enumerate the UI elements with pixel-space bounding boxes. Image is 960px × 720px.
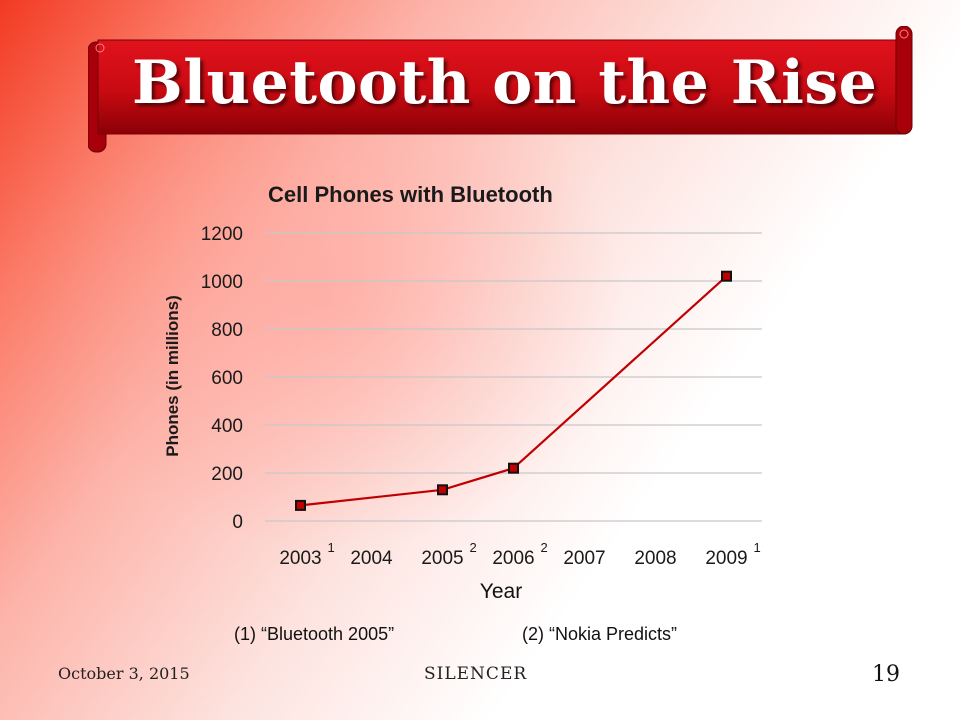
chart-gridlines — [265, 232, 762, 522]
title-banner — [88, 26, 914, 154]
x-tick-label: 2008 — [634, 548, 676, 569]
y-axis-ticks: 0 200 400 600 800 1000 1200 — [201, 224, 243, 533]
y-tick-label: 600 — [211, 368, 243, 389]
x-tick-label: 2009 — [705, 548, 747, 569]
data-point — [721, 270, 732, 282]
y-tick-label: 1200 — [201, 224, 243, 245]
data-point — [508, 462, 519, 474]
scroll-banner-shape — [88, 26, 913, 153]
x-tick-label: 2007 — [563, 548, 605, 569]
y-tick-label: 1000 — [201, 272, 243, 293]
x-axis-ticks: 2003 1 2004 2005 2 2006 2 2007 2008 2009 1 — [279, 540, 760, 569]
x-tick-footnote-marker: 2 — [541, 540, 548, 555]
footnote-1: (1) “Bluetooth 2005” — [234, 624, 395, 644]
chart-series — [295, 270, 732, 511]
slide-title: Bluetooth on the Rise — [132, 48, 878, 118]
y-tick-label: 0 — [232, 512, 243, 533]
y-tick-label: 400 — [211, 416, 243, 437]
x-tick-label: 2004 — [350, 548, 393, 569]
footer-date: October 3, 2015 — [58, 664, 190, 683]
data-point — [295, 499, 306, 511]
footnote-2: (2) “Nokia Predicts” — [522, 624, 678, 644]
x-tick-label: 2005 — [421, 548, 463, 569]
page-number: 19 — [872, 662, 900, 687]
chart-title: Cell Phones with Bluetooth — [268, 182, 553, 207]
y-tick-label: 800 — [211, 320, 243, 341]
x-axis-label: Year — [480, 580, 522, 603]
y-tick-label: 200 — [211, 464, 243, 485]
y-axis-label: Phones (in millions) — [163, 295, 182, 457]
series-line — [300, 275, 728, 507]
x-tick-footnote-marker: 2 — [470, 540, 477, 555]
x-tick-label: 2006 — [492, 548, 534, 569]
data-point — [437, 484, 448, 496]
footer-center-text: SILENCER — [424, 664, 528, 684]
x-tick-footnote-marker: 1 — [754, 540, 761, 555]
x-tick-label: 2003 — [279, 548, 321, 569]
x-tick-footnote-marker: 1 — [328, 540, 335, 555]
